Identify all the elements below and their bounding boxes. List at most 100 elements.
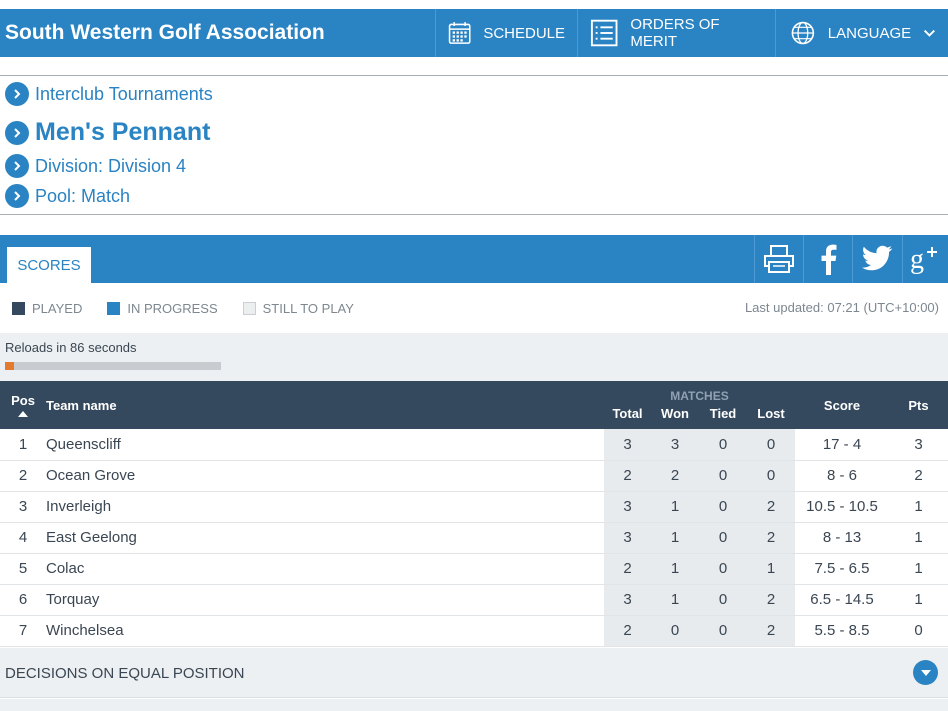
status-legend: PLAYED IN PROGRESS STILL TO PLAY Last up… <box>0 283 948 333</box>
total-cell: 3 <box>604 491 651 522</box>
tied-cell: 0 <box>699 584 747 615</box>
reload-panel: Reloads in 86 seconds <box>0 333 948 381</box>
tied-cell: 0 <box>699 460 747 491</box>
score-cell: 5.5 - 8.5 <box>814 622 870 639</box>
print-button[interactable] <box>754 235 802 283</box>
reload-countdown: Reloads in 86 seconds <box>5 340 137 355</box>
won-cell: 1 <box>651 522 699 553</box>
won-cell: 3 <box>651 429 699 460</box>
breadcrumb-pool[interactable]: Pool: Match <box>5 184 130 208</box>
total-cell: 3 <box>604 584 651 615</box>
score-cell: 6.5 - 14.5 <box>810 591 874 608</box>
breadcrumb-division[interactable]: Division: Division 4 <box>5 154 186 178</box>
print-icon <box>763 245 794 273</box>
score-cell: 17 - 4 <box>822 435 862 453</box>
col-pos-label: Pos <box>11 393 35 408</box>
breadcrumb-page-title[interactable]: Men's Pennant <box>5 118 210 147</box>
tied-cell: 0 <box>699 522 747 553</box>
nav-language[interactable]: LANGUAGE <box>775 9 948 57</box>
legend-still-to-play: STILL TO PLAY <box>242 300 354 316</box>
top-navigation-bar: South Western Golf Association SCHEDULE … <box>0 9 948 57</box>
tied-cell: 0 <box>699 491 747 522</box>
table-row[interactable]: 1 Queenscliff 3 3 0 0 17 - 4 3 <box>0 429 948 460</box>
col-group-matches: MATCHES Total Won Tied Lost <box>604 381 795 429</box>
twitter-share-button[interactable] <box>852 235 900 283</box>
table-row[interactable]: 6 Torquay 3 1 0 2 6.5 - 14.5 1 <box>0 584 948 615</box>
page-title: Men's Pennant <box>35 118 211 146</box>
nav-schedule-label: SCHEDULE <box>483 24 565 42</box>
score-cell: 8 - 13 <box>822 529 862 546</box>
table-row[interactable]: 5 Colac 2 1 0 1 7.5 - 6.5 1 <box>0 553 948 584</box>
table-row[interactable]: 7 Winchelsea 2 0 0 2 5.5 - 8.5 0 <box>0 615 948 646</box>
reload-progress-fill <box>5 362 14 370</box>
matches-group-label: MATCHES <box>670 389 729 403</box>
tied-cell: 0 <box>699 615 747 646</box>
nav-orders-of-merit-label: ORDERS OF MERIT <box>630 16 720 50</box>
nav-schedule[interactable]: SCHEDULE <box>435 9 577 57</box>
legend-in-progress: IN PROGRESS <box>107 301 218 316</box>
still-to-play-swatch <box>242 301 256 315</box>
decisions-label: DECISIONS ON EQUAL POSITION <box>5 665 245 682</box>
total-cell: 2 <box>604 553 651 584</box>
chevron-right-icon <box>5 120 29 145</box>
pts-cell: 0 <box>914 622 923 639</box>
standings-table: Pos Team name MATCHES Total Won Tied Los… <box>0 381 948 647</box>
table-row[interactable]: 4 East Geelong 3 1 0 2 8 - 13 1 <box>0 522 948 553</box>
score-cell: 7.5 - 6.5 <box>814 560 870 577</box>
score-cell: 10.5 - 10.5 <box>806 498 878 515</box>
lost-cell: 2 <box>747 491 795 522</box>
legend-played: PLAYED <box>12 301 82 316</box>
svg-text:g: g <box>910 244 924 274</box>
legend-still-to-play-label: STILL TO PLAY <box>262 300 354 316</box>
tab-scores[interactable]: SCORES <box>7 247 91 283</box>
lost-cell: 2 <box>747 615 795 646</box>
col-won[interactable]: Won <box>661 406 689 421</box>
lost-cell: 0 <box>747 429 795 460</box>
tied-cell: 0 <box>699 429 747 460</box>
reload-progress-bar <box>5 362 221 370</box>
lost-cell: 1 <box>747 553 795 584</box>
col-score-label: Score <box>823 397 861 413</box>
team-name-cell: Ocean Grove <box>46 467 136 484</box>
won-cell: 0 <box>651 615 699 646</box>
caret-down-icon <box>920 669 931 676</box>
total-cell: 3 <box>604 429 651 460</box>
breadcrumb-pool-label: Pool: Match <box>35 185 131 206</box>
facebook-share-button[interactable] <box>803 235 851 283</box>
scores-toolbar: SCORES g <box>0 235 948 283</box>
decisions-accordion[interactable]: DECISIONS ON EQUAL POSITION <box>0 648 948 698</box>
google-plus-share-button[interactable]: g <box>902 235 948 283</box>
col-pts[interactable]: Pts <box>889 381 948 429</box>
table-row[interactable]: 3 Inverleigh 3 1 0 2 10.5 - 10.5 1 <box>0 491 948 522</box>
table-row[interactable]: 2 Ocean Grove 2 2 0 0 8 - 6 2 <box>0 460 948 491</box>
pos-cell: 5 <box>18 560 28 577</box>
col-team-name[interactable]: Team name <box>46 381 604 429</box>
played-swatch <box>12 301 25 315</box>
facebook-icon <box>821 244 836 275</box>
won-cell: 2 <box>651 460 699 491</box>
team-name-cell: Queenscliff <box>46 435 121 453</box>
col-team-name-label: Team name <box>46 397 117 413</box>
pos-cell: 6 <box>18 591 28 608</box>
col-total[interactable]: Total <box>612 406 643 421</box>
legend-played-label: PLAYED <box>32 300 83 316</box>
team-name-cell: Colac <box>46 560 85 577</box>
col-lost[interactable]: Lost <box>757 406 785 421</box>
col-score[interactable]: Score <box>795 381 889 429</box>
col-tied[interactable]: Tied <box>709 406 737 421</box>
breadcrumb-interclub[interactable]: Interclub Tournaments <box>5 82 213 106</box>
pos-cell: 2 <box>18 467 28 484</box>
site-title[interactable]: South Western Golf Association <box>5 21 325 44</box>
divider <box>0 214 948 215</box>
chevron-right-icon <box>5 154 29 178</box>
lost-cell: 2 <box>747 584 795 615</box>
col-pos[interactable]: Pos <box>0 381 46 429</box>
nav-orders-of-merit[interactable]: ORDERS OF MERIT <box>577 9 775 57</box>
pts-cell: 3 <box>914 435 923 453</box>
total-cell: 3 <box>604 522 651 553</box>
breadcrumb-interclub-label: Interclub Tournaments <box>35 83 213 104</box>
total-cell: 2 <box>604 460 651 491</box>
won-cell: 1 <box>651 553 699 584</box>
calendar-icon <box>448 22 471 44</box>
expand-button[interactable] <box>913 660 938 685</box>
